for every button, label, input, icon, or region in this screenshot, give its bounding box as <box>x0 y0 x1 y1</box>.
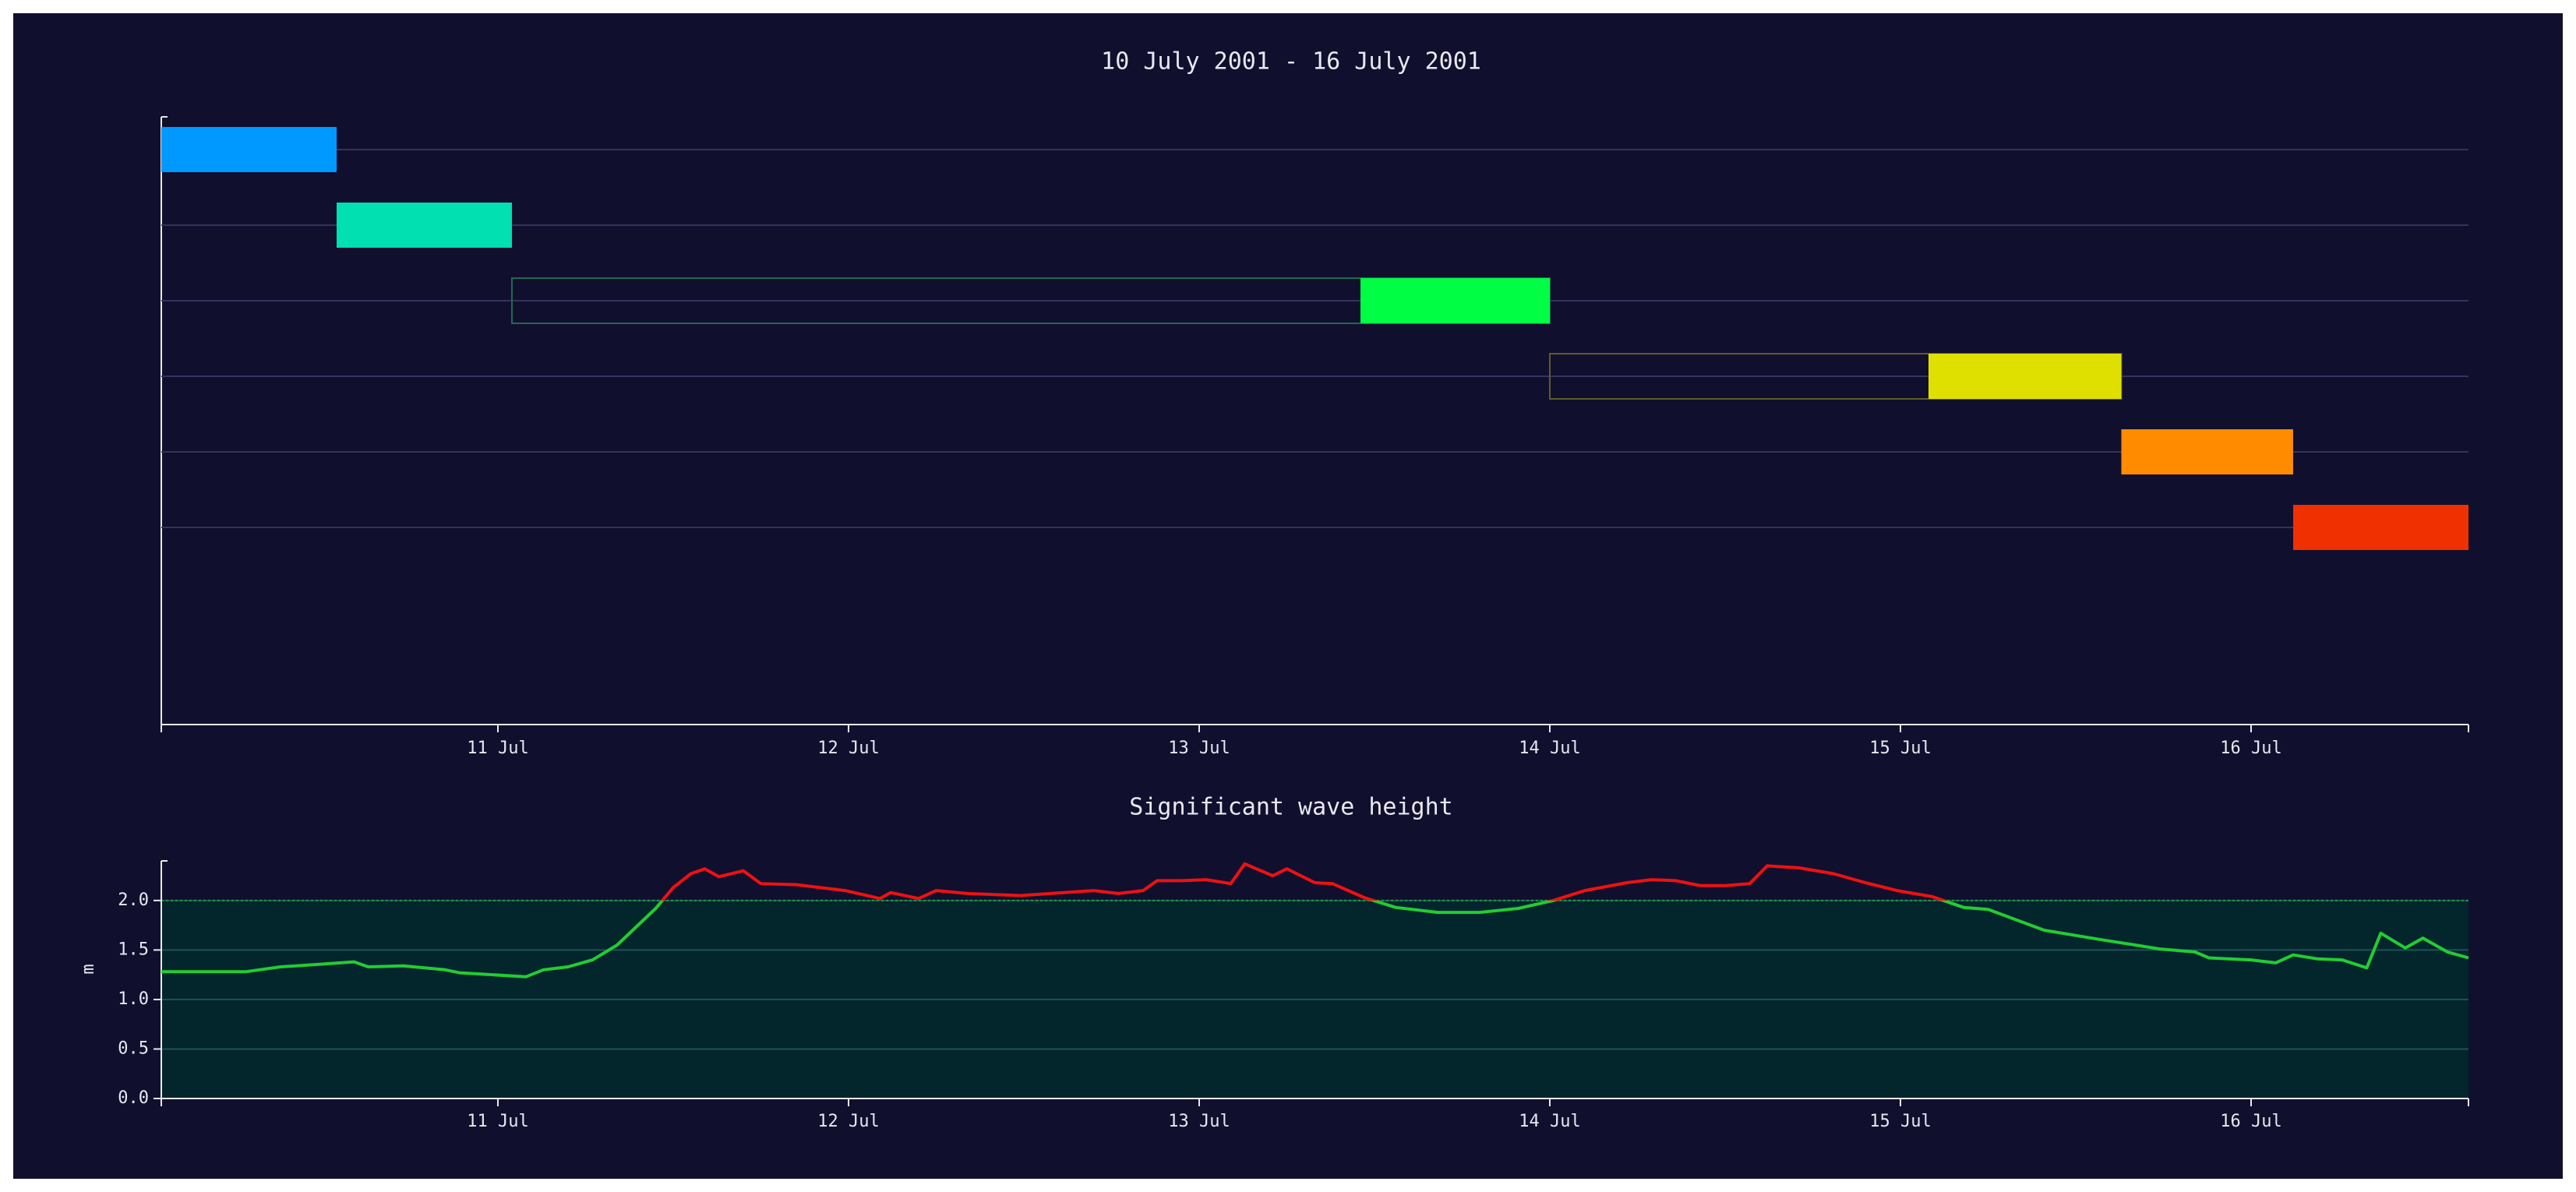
bar <box>161 127 337 172</box>
x-tick-label: 11 Jul <box>467 739 528 758</box>
bar <box>337 203 512 248</box>
x-tick-label: 14 Jul <box>1519 739 1580 758</box>
x-tick-label: 11 Jul <box>467 1112 528 1131</box>
bar <box>1928 354 2122 399</box>
y-tick-label: 1.0 <box>118 989 149 1009</box>
y-tick-label: 2.0 <box>118 890 149 910</box>
y-tick-label: 1.5 <box>118 940 149 959</box>
wave-line <box>161 862 2469 979</box>
bar <box>2293 505 2468 550</box>
x-tick-label: 13 Jul <box>1168 1112 1230 1131</box>
bar <box>1360 278 1550 323</box>
bar <box>2121 429 2293 474</box>
x-tick-label: 16 Jul <box>2220 1112 2281 1131</box>
x-tick-label: 16 Jul <box>2220 739 2281 758</box>
x-tick-label: 15 Jul <box>1869 739 1931 758</box>
y-axis-label: m <box>79 964 98 974</box>
chart-title: Significant wave height <box>1129 794 1452 821</box>
x-tick-label: 15 Jul <box>1869 1112 1931 1131</box>
x-tick-label: 14 Jul <box>1519 1112 1580 1131</box>
y-tick-label: 0.0 <box>118 1088 149 1108</box>
x-tick-label: 12 Jul <box>817 1112 879 1131</box>
y-tick-label: 0.5 <box>118 1039 149 1058</box>
x-tick-label: 13 Jul <box>1168 739 1230 758</box>
chart-title: 10 July 2001 - 16 July 2001 <box>1101 48 1481 76</box>
x-tick-label: 12 Jul <box>817 739 879 758</box>
